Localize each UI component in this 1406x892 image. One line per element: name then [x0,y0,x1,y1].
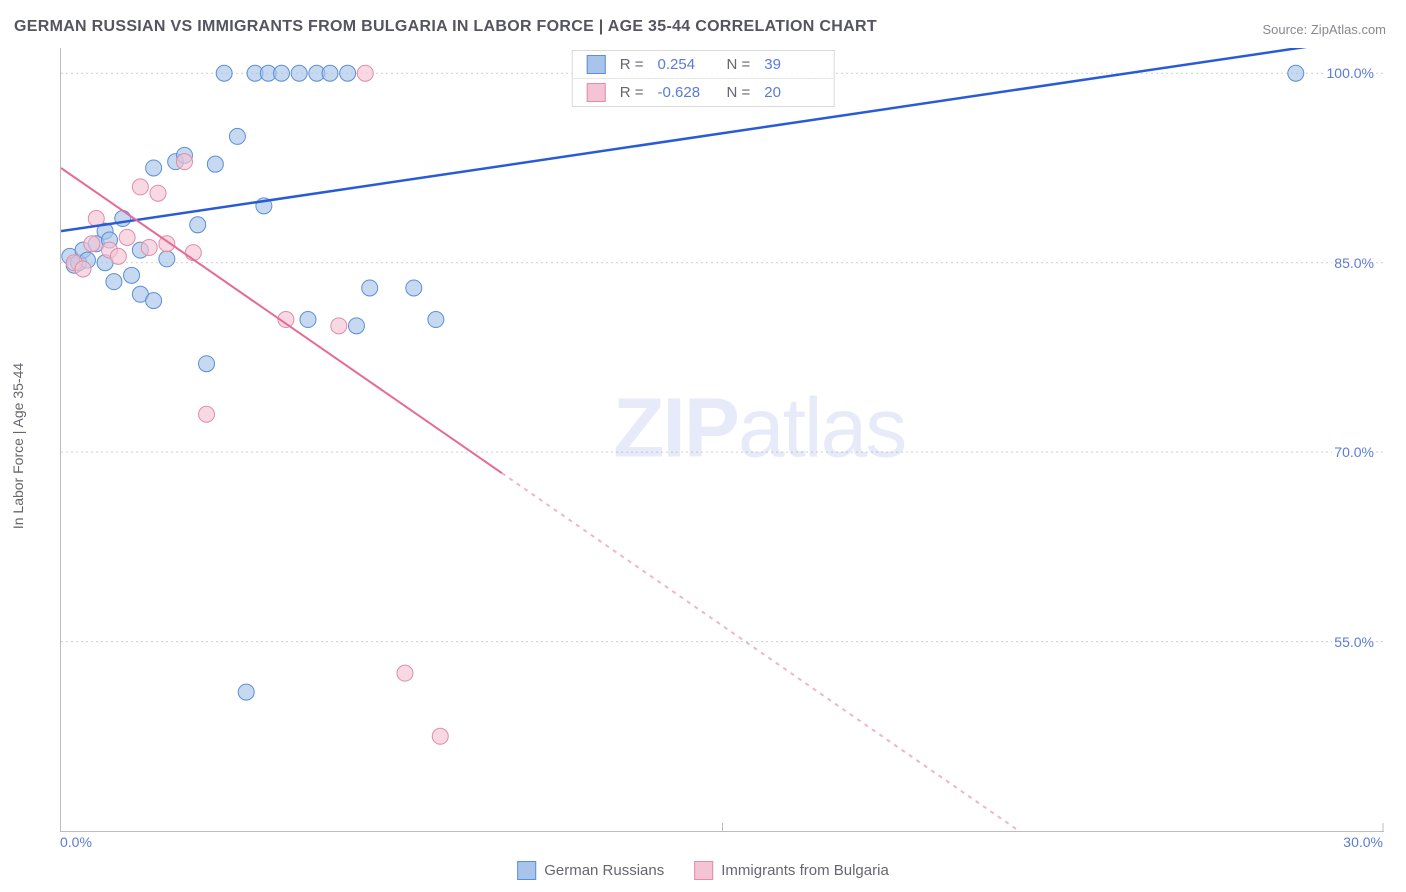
r-value-1: -0.628 [658,84,713,101]
chart-title: GERMAN RUSSIAN VS IMMIGRANTS FROM BULGAR… [14,18,877,36]
swatch-series-0 [517,861,536,880]
bottom-legend: German Russians Immigrants from Bulgaria [517,861,889,880]
stats-row-1: R = -0.628 N = 20 [573,79,834,106]
plot-area: 55.0% 70.0% 85.0% 100.0% [60,48,1384,832]
x-tick-label: 0.0% [60,834,92,850]
stats-legend: R = 0.254 N = 39 R = -0.628 N = 20 [572,50,835,107]
n-label: N = [727,84,751,101]
legend-label-0: German Russians [544,862,664,879]
y-axis-label: In Labor Force | Age 35-44 [10,363,26,529]
y-tick-label: 55.0% [1332,634,1376,650]
r-value-0: 0.254 [658,56,713,73]
legend-item-0: German Russians [517,861,664,880]
source-label: Source: ZipAtlas.com [1262,22,1386,37]
legend-item-1: Immigrants from Bulgaria [694,861,889,880]
swatch-series-1 [587,83,606,102]
y-tick-label: 85.0% [1332,255,1376,271]
y-tick-label: 100.0% [1325,65,1376,81]
y-tick-label: 70.0% [1332,444,1376,460]
r-label: R = [620,56,644,73]
x-tick-container: 0.0% 30.0% [60,834,1384,854]
stats-row-0: R = 0.254 N = 39 [573,51,834,79]
n-value-0: 39 [764,56,819,73]
plot-svg [61,48,1384,831]
legend-label-1: Immigrants from Bulgaria [721,862,889,879]
r-label: R = [620,84,644,101]
n-value-1: 20 [764,84,819,101]
x-tick-label: 30.0% [1343,834,1383,850]
swatch-series-1 [694,861,713,880]
n-label: N = [727,56,751,73]
swatch-series-0 [587,55,606,74]
